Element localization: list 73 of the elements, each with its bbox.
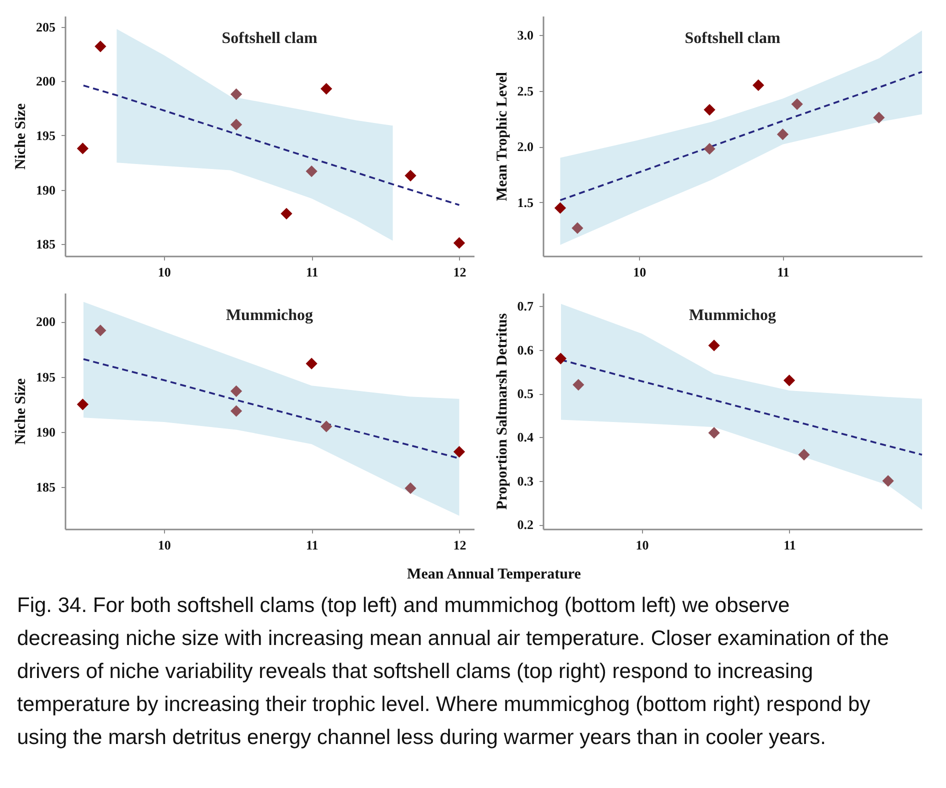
- point: [873, 112, 885, 124]
- y-tick-label: 0.3: [517, 473, 534, 488]
- point: [320, 82, 332, 95]
- point: [554, 202, 566, 214]
- point: [230, 118, 242, 130]
- y-tick-label: 190: [36, 182, 56, 198]
- y-tick-label: 185: [36, 480, 56, 495]
- y-tick-label: 0.4: [517, 430, 534, 445]
- x-tick-label: 10: [633, 264, 646, 280]
- y-axis-title: Niche Size: [13, 103, 29, 170]
- text: Mummichog: [688, 307, 776, 324]
- point: [453, 237, 466, 249]
- y-tick-label: 200: [36, 74, 56, 89]
- y-tick-label: 0.2: [517, 517, 534, 532]
- y-tick-label: 0.5: [517, 386, 534, 402]
- point: [404, 170, 416, 182]
- point: [306, 358, 318, 370]
- point: [404, 482, 416, 494]
- line-series: [559, 70, 923, 202]
- point: [776, 128, 789, 140]
- y-tick-label: 2.0: [517, 139, 534, 154]
- point: [708, 427, 720, 439]
- x-axis-title: Mean Annual Temperature: [407, 566, 582, 582]
- point: [94, 40, 106, 52]
- x-tick-label: 10: [158, 264, 171, 280]
- y-axis-title: Proportion Saltmarsh Detritus: [494, 313, 510, 510]
- y-tick-label: 205: [36, 19, 56, 34]
- point: [752, 79, 764, 92]
- point: [572, 222, 584, 234]
- point: [783, 374, 796, 386]
- point: [704, 143, 716, 155]
- point: [306, 165, 318, 178]
- line-series: [82, 84, 460, 206]
- point: [94, 324, 106, 336]
- point: [280, 208, 292, 220]
- point: [230, 405, 242, 417]
- point: [708, 340, 720, 352]
- point: [453, 446, 466, 458]
- y-tick-label: 1.5: [517, 194, 534, 210]
- point: [798, 448, 810, 461]
- text: Softshell clam: [222, 30, 318, 47]
- point: [76, 142, 89, 154]
- x-tick-label: 10: [636, 538, 649, 552]
- point: [554, 352, 567, 364]
- x-tick-label: 11: [306, 264, 318, 280]
- y-tick-label: 190: [36, 424, 56, 440]
- x-tick-label: 12: [453, 538, 466, 552]
- point: [230, 88, 242, 100]
- text: Softshell clam: [684, 30, 781, 47]
- point: [704, 104, 716, 116]
- y-tick-label: 0.6: [517, 342, 534, 358]
- y-tick-label: 185: [36, 236, 56, 252]
- y-tick-label: 2.5: [517, 83, 534, 98]
- x-tick-label: 12: [453, 264, 466, 280]
- y-tick-label: 195: [36, 128, 56, 143]
- y-tick-label: 200: [36, 314, 56, 330]
- x-tick-label: 11: [777, 264, 790, 280]
- point: [76, 398, 89, 410]
- x-tick-label: 11: [306, 538, 318, 552]
- y-axis-title: Niche Size: [13, 378, 29, 445]
- x-tick-label: 11: [784, 538, 796, 552]
- x-tick-label: 10: [158, 538, 171, 552]
- y-axis-title: Mean Trophic Level: [494, 72, 510, 202]
- point: [320, 420, 332, 432]
- point: [572, 378, 584, 391]
- point: [230, 385, 242, 397]
- point: [791, 98, 803, 110]
- y-tick-label: 0.7: [517, 298, 534, 314]
- y-tick-label: 3.0: [517, 27, 534, 42]
- text: Mummichog: [226, 307, 314, 324]
- caption: Fig. 34. For both softshell clams (top left) and mummichog (bottom left) we observe decreasing niche size with increasing mean annual air temperature. Closer examination of the drivers of niche variability reveals that softshell clams (top right) respond to increasing temperature by increasing their trophic level. Where mummicghog (bottom right) respond by using the marsh detritus energy channel less during warmer years than in cooler years.: [17, 594, 889, 749]
- y-tick-label: 195: [36, 369, 56, 384]
- point: [882, 475, 894, 487]
